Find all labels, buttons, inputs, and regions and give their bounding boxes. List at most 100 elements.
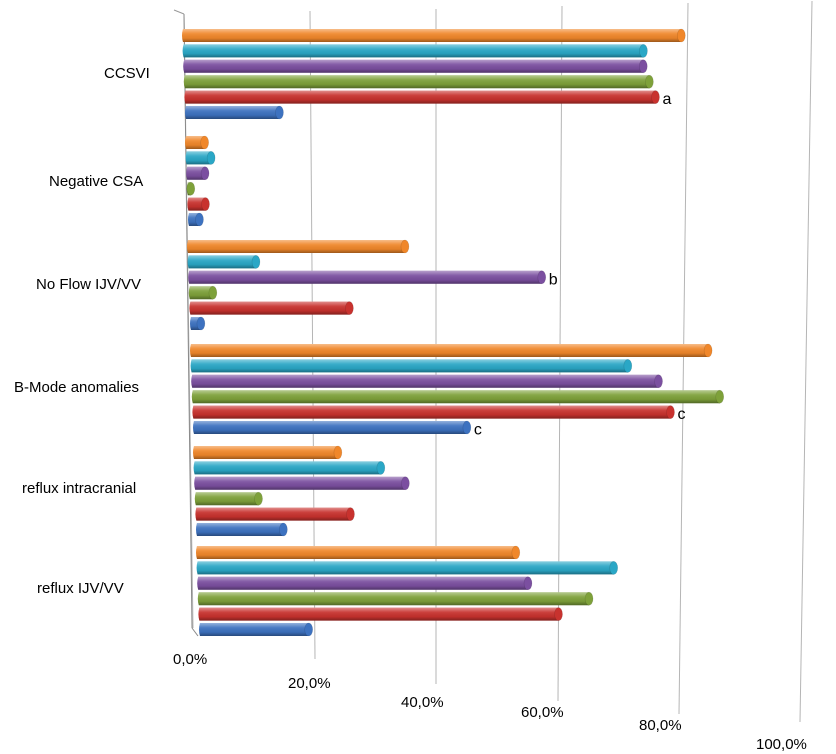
bar-cap — [715, 389, 725, 404]
bar-shading — [191, 390, 722, 404]
bar-cap — [703, 343, 713, 358]
bar-cap — [584, 591, 594, 606]
bar-shading — [198, 607, 561, 621]
bar-shading — [195, 507, 353, 521]
bar-shading — [196, 523, 286, 536]
bar-cap — [196, 316, 206, 331]
bar-cap — [639, 44, 648, 58]
category-label: Negative CSA — [49, 173, 143, 190]
bar-cap — [623, 359, 633, 373]
x-tick-label: 60,0% — [521, 704, 564, 721]
x-tick-label: 80,0% — [639, 717, 682, 734]
bar-cap — [523, 576, 533, 591]
bars — [182, 28, 725, 637]
bar — [187, 239, 410, 254]
bar-cap — [333, 445, 343, 460]
gridline — [678, 2, 689, 715]
bar-shading — [187, 255, 258, 269]
x-tick-label: 0,0% — [173, 651, 207, 668]
bar — [191, 374, 663, 389]
bar-cap — [251, 255, 261, 269]
bar-cap — [345, 301, 354, 315]
category-axis-line — [183, 13, 193, 629]
bar-shading — [183, 59, 646, 73]
bar-shading — [185, 106, 282, 119]
bar — [185, 151, 216, 165]
bar-cap — [304, 622, 313, 637]
bar-shading — [194, 476, 408, 490]
bar — [194, 476, 410, 491]
bar-cap — [462, 420, 472, 435]
x-tick-label: 20,0% — [288, 675, 331, 692]
bar-cap — [609, 561, 618, 575]
category-label: reflux IJV/VV — [37, 580, 124, 597]
bar-shading — [182, 29, 684, 42]
bar-cap — [537, 270, 547, 285]
bar-cap — [654, 374, 663, 389]
bar-shading — [197, 576, 530, 590]
bar-cap — [206, 151, 216, 165]
bar — [197, 576, 533, 591]
bar — [188, 285, 218, 300]
annotation-label: a — [662, 91, 671, 108]
annotation-label: b — [549, 271, 558, 288]
axis-corner — [173, 9, 185, 15]
bar-shading — [190, 359, 630, 373]
bar — [198, 607, 563, 621]
gridline — [799, 0, 813, 723]
bar — [182, 44, 648, 58]
bar-shading — [192, 405, 673, 419]
bar — [183, 59, 648, 74]
bar — [185, 135, 209, 150]
bar-shading — [193, 446, 340, 459]
bar-cap — [201, 197, 210, 211]
bar — [188, 270, 547, 285]
bar-shading — [183, 75, 652, 89]
bar-shading — [193, 421, 469, 434]
bar-cap — [511, 545, 521, 560]
bar — [188, 212, 204, 227]
bar-cap — [666, 405, 675, 419]
bar-cap — [401, 476, 410, 491]
bar — [196, 522, 288, 537]
bar-cap — [200, 135, 209, 150]
bar-shading — [190, 344, 711, 357]
bar — [186, 181, 196, 196]
bar-cap — [200, 166, 210, 181]
bar — [194, 491, 263, 506]
bar — [183, 74, 654, 89]
annotation-label: c — [678, 406, 686, 423]
bar-cap — [645, 74, 654, 89]
bar-shading — [188, 270, 544, 284]
category-label: B-Mode anomalies — [14, 379, 139, 396]
bar — [191, 389, 725, 404]
bar — [186, 166, 210, 181]
x-tick-label: 40,0% — [401, 694, 444, 711]
bar — [192, 405, 675, 419]
bar-shading — [197, 592, 592, 606]
axis-corner — [191, 627, 199, 637]
category-label: CCSVI — [104, 65, 150, 82]
bar — [190, 343, 713, 358]
bar — [187, 255, 261, 269]
bar — [189, 301, 354, 315]
bar — [196, 545, 521, 560]
bar — [193, 445, 343, 460]
bar-shading — [185, 151, 214, 165]
bar-cap — [554, 607, 563, 621]
labels: 0,0% 20,0% 40,0% 60,0% 80,0% 100,0% CCSVI Negat… — [14, 65, 807, 753]
bar-cap — [279, 522, 288, 537]
bar-shading — [182, 44, 646, 58]
bar — [196, 561, 618, 575]
bar-cap — [400, 239, 410, 254]
bar-shading — [191, 374, 661, 388]
bar — [193, 461, 386, 475]
bar-cap — [254, 491, 263, 506]
bar-cap — [346, 507, 355, 521]
bar — [187, 197, 210, 211]
bar-shading — [199, 623, 311, 636]
bar — [199, 622, 313, 637]
bar-cap — [208, 285, 218, 300]
bar-shading — [194, 492, 261, 506]
